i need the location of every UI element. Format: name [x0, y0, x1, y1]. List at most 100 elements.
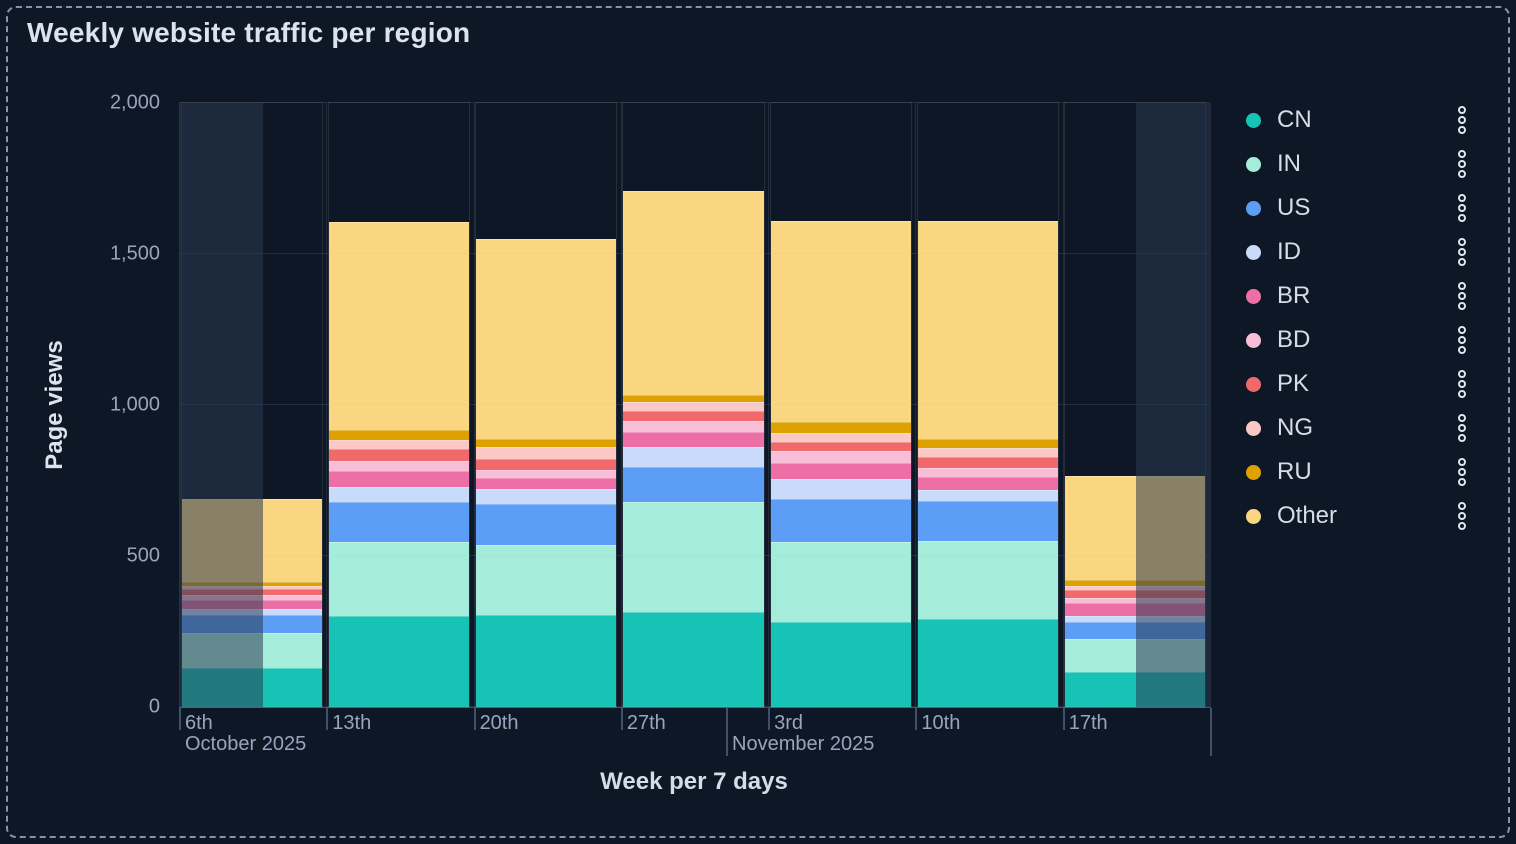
bar-segment-us[interactable]	[1065, 621, 1206, 640]
bar-segment-id[interactable]	[476, 488, 617, 505]
bar-segment-cn[interactable]	[917, 619, 1059, 707]
bar-segment-br[interactable]	[770, 462, 911, 480]
bar-segment-other[interactable]	[328, 222, 470, 431]
bar-segment-id[interactable]	[623, 447, 764, 467]
legend-label[interactable]: US	[1277, 194, 1311, 221]
legend-item-actions-button[interactable]	[1456, 147, 1468, 181]
bar-segment-pk[interactable]	[1065, 590, 1206, 598]
legend-item-actions-button[interactable]	[1456, 323, 1468, 357]
bar-segment-us[interactable]	[181, 614, 322, 634]
bar-segment-cn[interactable]	[1065, 672, 1206, 707]
bar-segment-us[interactable]	[770, 498, 911, 543]
bar-segment-us[interactable]	[917, 501, 1059, 541]
bar-segment-us[interactable]	[328, 501, 470, 543]
bar-segment-in[interactable]	[476, 545, 617, 615]
bar-segment-cn[interactable]	[623, 611, 764, 707]
legend-item-id[interactable]: ID	[1240, 230, 1475, 274]
stacked-bar-week-nov-17[interactable]	[1065, 103, 1206, 707]
legend-item-actions-button[interactable]	[1456, 411, 1468, 445]
bar-segment-ng[interactable]	[917, 447, 1059, 457]
bar-segment-in[interactable]	[1065, 639, 1206, 673]
bar-segment-pk[interactable]	[181, 589, 322, 595]
stacked-bar-week-nov-10[interactable]	[917, 103, 1059, 707]
bar-segment-ru[interactable]	[181, 581, 322, 586]
legend-label[interactable]: NG	[1277, 414, 1313, 441]
bar-segment-br[interactable]	[476, 478, 617, 489]
bar-segment-id[interactable]	[328, 486, 470, 502]
bar-segment-pk[interactable]	[623, 411, 764, 422]
stacked-bar-week-oct-13[interactable]	[328, 103, 470, 707]
bar-segment-pk[interactable]	[328, 448, 470, 461]
bar-segment-ng[interactable]	[770, 433, 911, 443]
bar-segment-ng[interactable]	[328, 440, 470, 449]
stacked-bar-week-oct-20[interactable]	[476, 103, 617, 707]
legend-label[interactable]: BR	[1277, 282, 1311, 309]
bar-segment-bd[interactable]	[770, 451, 911, 463]
bar-segment-cn[interactable]	[476, 614, 617, 707]
legend-item-ng[interactable]: NG	[1240, 406, 1475, 450]
bar-segment-ng[interactable]	[476, 447, 617, 459]
bar-segment-br[interactable]	[1065, 603, 1206, 617]
bar-segment-us[interactable]	[623, 466, 764, 502]
bar-segment-id[interactable]	[181, 609, 322, 615]
bar-segment-ng[interactable]	[181, 585, 322, 590]
legend-item-actions-button[interactable]	[1456, 367, 1468, 401]
bar-segment-bd[interactable]	[623, 421, 764, 432]
legend-item-ru[interactable]: RU	[1240, 450, 1475, 494]
legend-label[interactable]: IN	[1277, 150, 1301, 177]
legend-item-pk[interactable]: PK	[1240, 362, 1475, 406]
legend-item-in[interactable]: IN	[1240, 142, 1475, 186]
legend-item-actions-button[interactable]	[1456, 455, 1468, 489]
bar-segment-br[interactable]	[623, 431, 764, 448]
bar-segment-cn[interactable]	[770, 621, 911, 707]
legend-item-actions-button[interactable]	[1456, 235, 1468, 269]
legend-label[interactable]: BD	[1277, 326, 1311, 353]
bar-segment-us[interactable]	[476, 504, 617, 546]
bar-segment-id[interactable]	[1065, 616, 1206, 622]
bar-segment-in[interactable]	[623, 501, 764, 612]
stacked-bar-week-oct-6[interactable]	[181, 103, 322, 707]
bar-segment-ru[interactable]	[917, 439, 1059, 448]
bar-segment-in[interactable]	[328, 542, 470, 617]
bar-segment-other[interactable]	[770, 221, 911, 423]
legend-item-br[interactable]: BR	[1240, 274, 1475, 318]
legend-item-actions-button[interactable]	[1456, 103, 1468, 137]
bar-segment-bd[interactable]	[1065, 597, 1206, 604]
legend-label[interactable]: CN	[1277, 106, 1312, 133]
bar-segment-br[interactable]	[328, 470, 470, 487]
bar-segment-bd[interactable]	[181, 594, 322, 600]
bar-segment-pk[interactable]	[770, 442, 911, 452]
bar-segment-bd[interactable]	[328, 460, 470, 471]
bar-segment-ru[interactable]	[328, 430, 470, 441]
bar-segment-br[interactable]	[181, 599, 322, 610]
legend-item-actions-button[interactable]	[1456, 279, 1468, 313]
stacked-bar-week-nov-3[interactable]	[770, 103, 911, 707]
legend-item-us[interactable]: US	[1240, 186, 1475, 230]
bar-segment-pk[interactable]	[917, 456, 1059, 468]
bar-segment-ru[interactable]	[1065, 580, 1206, 587]
legend-item-other[interactable]: Other	[1240, 494, 1475, 538]
bar-segment-ng[interactable]	[1065, 586, 1206, 591]
bar-segment-ru[interactable]	[476, 439, 617, 448]
bar-segment-br[interactable]	[917, 477, 1059, 491]
bar-segment-id[interactable]	[770, 479, 911, 499]
legend-label[interactable]: Other	[1277, 502, 1338, 529]
legend-item-actions-button[interactable]	[1456, 191, 1468, 225]
legend-label[interactable]: RU	[1277, 458, 1312, 485]
stacked-bar-week-oct-27[interactable]	[623, 103, 764, 707]
bar-segment-ru[interactable]	[770, 422, 911, 434]
bar-segment-cn[interactable]	[181, 667, 322, 707]
legend-item-cn[interactable]: CN	[1240, 98, 1475, 142]
legend-item-actions-button[interactable]	[1456, 499, 1468, 533]
bar-segment-other[interactable]	[917, 221, 1059, 440]
bar-segment-in[interactable]	[917, 540, 1059, 620]
bar-segment-other[interactable]	[1065, 475, 1206, 581]
legend-item-bd[interactable]: BD	[1240, 318, 1475, 362]
legend-label[interactable]: ID	[1277, 238, 1301, 265]
bar-segment-ng[interactable]	[623, 402, 764, 412]
bar-segment-other[interactable]	[623, 190, 764, 396]
bar-segment-id[interactable]	[917, 490, 1059, 502]
bar-segment-in[interactable]	[181, 633, 322, 668]
bar-segment-bd[interactable]	[476, 469, 617, 479]
bar-segment-other[interactable]	[476, 238, 617, 440]
